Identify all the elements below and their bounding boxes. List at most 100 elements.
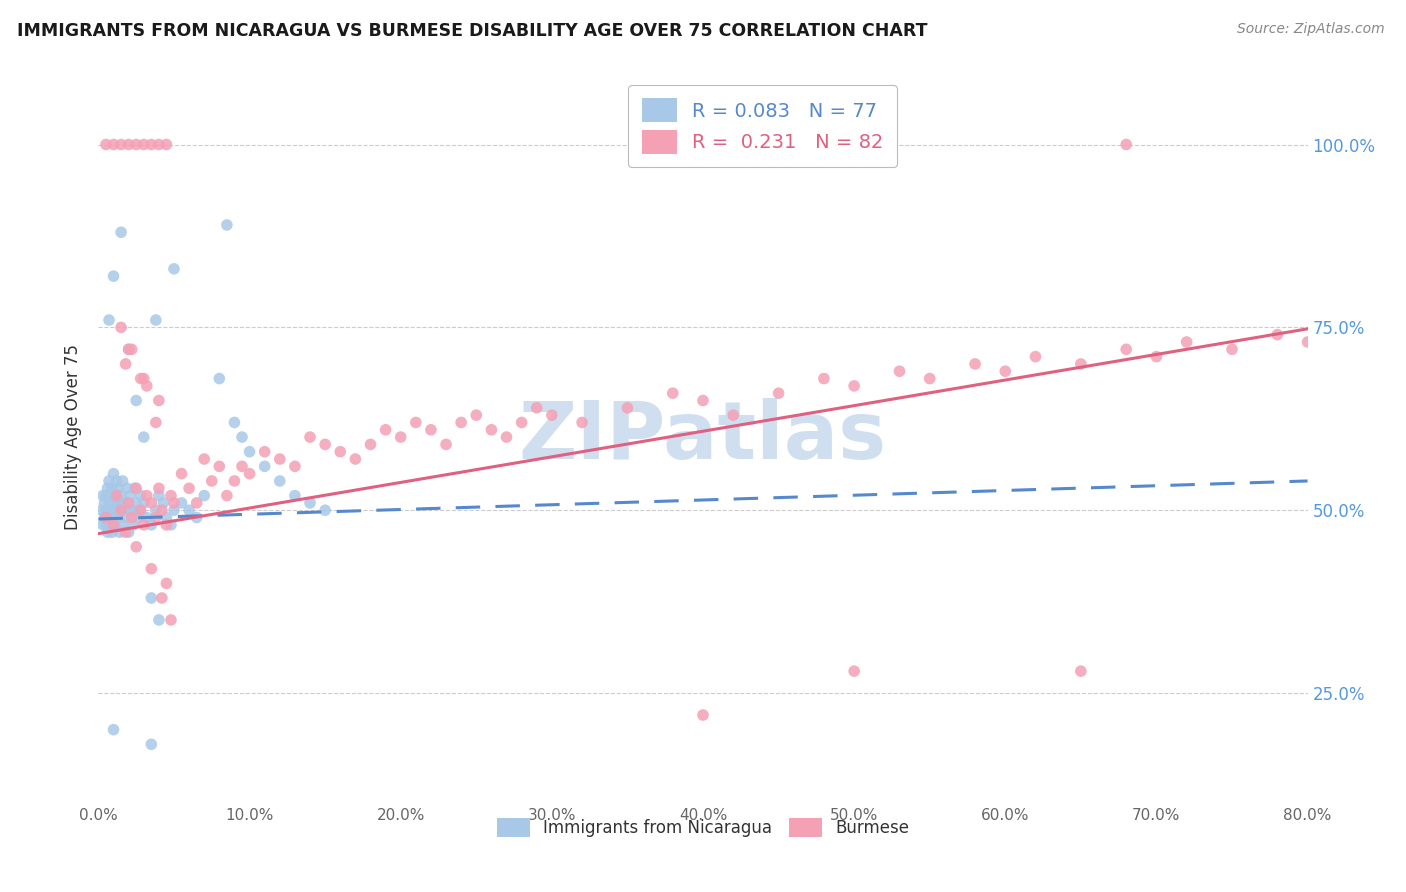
- Point: [124, 481, 146, 495]
- Point: [231, 459, 253, 474]
- Point: [121, 503, 143, 517]
- Point: [91, 489, 114, 503]
- Point: [179, 481, 201, 495]
- Legend: Immigrants from Nicaragua, Burmese: Immigrants from Nicaragua, Burmese: [488, 810, 918, 846]
- Point: [122, 517, 145, 532]
- Point: [111, 517, 134, 532]
- Point: [420, 423, 443, 437]
- Text: Source: ZipAtlas.com: Source: ZipAtlas.com: [1237, 22, 1385, 37]
- Point: [253, 459, 276, 474]
- Point: [107, 481, 129, 495]
- Point: [150, 591, 173, 605]
- Point: [360, 437, 382, 451]
- Point: [231, 430, 253, 444]
- Point: [141, 562, 163, 576]
- Point: [160, 613, 183, 627]
- Point: [145, 313, 167, 327]
- Point: [163, 503, 186, 517]
- Point: [661, 386, 683, 401]
- Point: [616, 401, 638, 415]
- Point: [100, 503, 122, 517]
- Point: [269, 474, 291, 488]
- Point: [148, 481, 170, 495]
- Point: [723, 408, 745, 422]
- Point: [193, 489, 215, 503]
- Point: [160, 489, 183, 503]
- Point: [100, 517, 122, 532]
- Point: [208, 371, 231, 385]
- Point: [495, 430, 517, 444]
- Point: [110, 503, 132, 517]
- Point: [1175, 334, 1198, 349]
- Point: [94, 489, 117, 503]
- Point: [141, 517, 163, 532]
- Point: [105, 489, 128, 503]
- Point: [93, 496, 115, 510]
- Point: [110, 225, 132, 239]
- Point: [125, 137, 148, 152]
- Point: [152, 496, 174, 510]
- Point: [96, 503, 118, 517]
- Point: [125, 540, 148, 554]
- Point: [1115, 137, 1137, 152]
- Point: [1070, 664, 1092, 678]
- Point: [132, 517, 155, 532]
- Point: [118, 503, 141, 517]
- Point: [104, 517, 127, 532]
- Point: [121, 343, 143, 357]
- Point: [118, 137, 141, 152]
- Point: [1024, 350, 1046, 364]
- Point: [108, 525, 131, 540]
- Point: [105, 474, 128, 488]
- Point: [132, 496, 155, 510]
- Point: [145, 503, 167, 517]
- Point: [101, 481, 124, 495]
- Point: [98, 474, 121, 488]
- Point: [141, 137, 163, 152]
- Point: [965, 357, 987, 371]
- Point: [155, 517, 177, 532]
- Point: [201, 474, 224, 488]
- Point: [299, 430, 322, 444]
- Text: IMMIGRANTS FROM NICARAGUA VS BURMESE DISABILITY AGE OVER 75 CORRELATION CHART: IMMIGRANTS FROM NICARAGUA VS BURMESE DIS…: [17, 22, 928, 40]
- Point: [121, 510, 143, 524]
- Point: [132, 371, 155, 385]
- Point: [127, 510, 149, 524]
- Point: [329, 444, 352, 458]
- Point: [389, 430, 412, 444]
- Point: [94, 503, 117, 517]
- Point: [284, 459, 307, 474]
- Point: [107, 510, 129, 524]
- Point: [1267, 327, 1289, 342]
- Point: [208, 459, 231, 474]
- Point: [91, 517, 114, 532]
- Point: [114, 357, 136, 371]
- Point: [108, 496, 131, 510]
- Point: [160, 517, 183, 532]
- Point: [145, 510, 167, 524]
- Point: [215, 489, 238, 503]
- Point: [100, 489, 122, 503]
- Point: [132, 137, 155, 152]
- Point: [101, 525, 124, 540]
- Point: [239, 467, 262, 481]
- Point: [193, 452, 215, 467]
- Point: [434, 437, 457, 451]
- Point: [1220, 343, 1243, 357]
- Point: [465, 408, 488, 422]
- Point: [118, 496, 141, 510]
- Point: [299, 496, 322, 510]
- Point: [94, 137, 117, 152]
- Point: [98, 496, 121, 510]
- Point: [114, 510, 136, 524]
- Point: [405, 416, 427, 430]
- Point: [125, 496, 148, 510]
- Point: [103, 467, 125, 481]
- Point: [1296, 334, 1319, 349]
- Point: [155, 510, 177, 524]
- Point: [994, 364, 1017, 378]
- Point: [844, 664, 866, 678]
- Point: [103, 137, 125, 152]
- Point: [215, 218, 238, 232]
- Point: [120, 489, 142, 503]
